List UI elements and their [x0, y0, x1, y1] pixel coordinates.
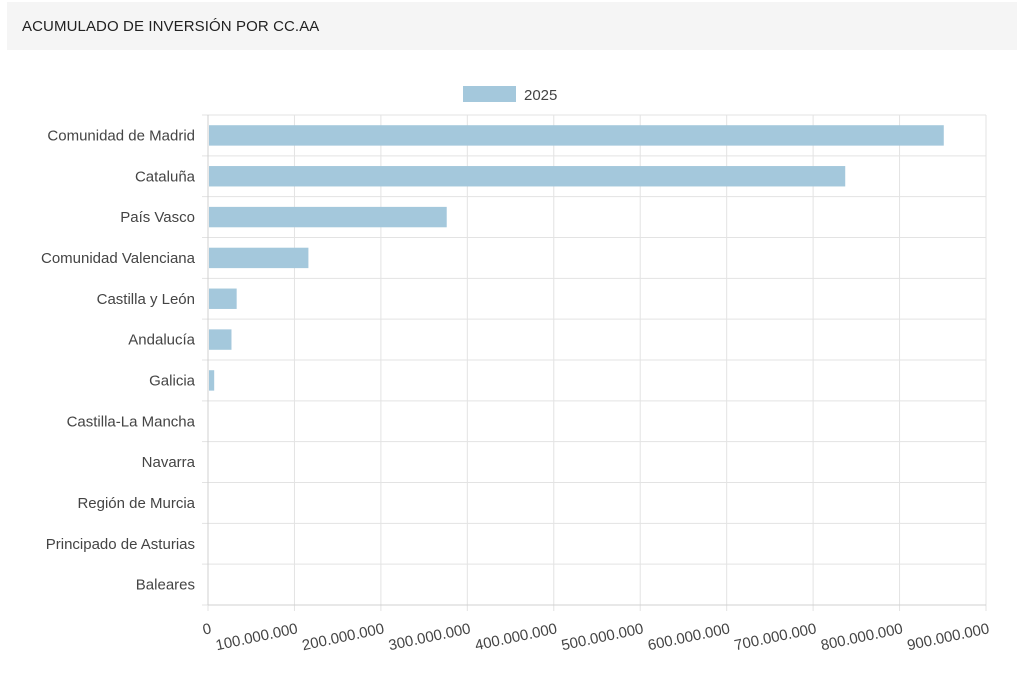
bar-4	[209, 247, 309, 269]
bar-3	[209, 206, 447, 228]
category-label: Comunidad de Madrid	[47, 127, 195, 144]
bar-5	[209, 288, 237, 309]
chart-title: ACUMULADO DE INVERSIÓN POR CC.AA	[22, 18, 320, 35]
x-tick-label: 200.000.000	[301, 620, 386, 654]
category-label: Región de Murcia	[77, 495, 195, 512]
x-tick-label: 600.000.000	[646, 620, 731, 654]
category-label: Castilla-La Mancha	[67, 413, 196, 430]
legend-swatch	[463, 86, 516, 102]
category-label: Principado de Asturias	[46, 536, 195, 553]
x-tick-label: 0	[201, 620, 213, 638]
x-tick-label: 900.000.000	[906, 620, 991, 654]
x-tick-label: 100.000.000	[214, 620, 299, 654]
legend-label: 2025	[524, 87, 557, 104]
x-tick-label: 700.000.000	[733, 620, 818, 654]
category-label: Navarra	[142, 454, 196, 471]
category-label: Galicia	[149, 372, 196, 389]
bar-1	[209, 125, 944, 146]
category-label: Andalucía	[128, 332, 195, 349]
category-label: Comunidad Valenciana	[41, 250, 196, 267]
x-tick-label: 500.000.000	[560, 620, 645, 654]
bar-2	[209, 166, 846, 187]
bar-6	[209, 329, 232, 350]
bar-7	[209, 370, 215, 391]
chart-header: ACUMULADO DE INVERSIÓN POR CC.AA	[7, 2, 1017, 50]
x-tick-label: 300.000.000	[387, 620, 472, 654]
category-label: Castilla y León	[97, 291, 195, 308]
x-tick-label: 400.000.000	[473, 620, 558, 654]
category-label: Cataluña	[135, 168, 196, 185]
category-label: País Vasco	[120, 209, 195, 226]
category-label: Baleares	[136, 577, 195, 594]
x-tick-label: 800.000.000	[819, 620, 904, 654]
